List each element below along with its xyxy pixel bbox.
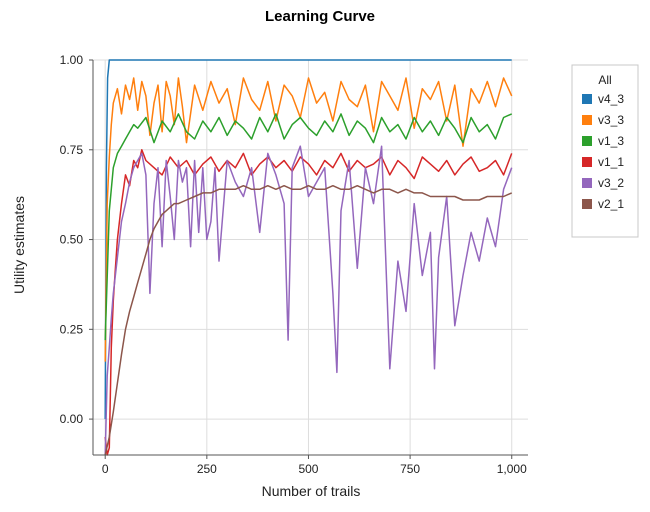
legend-swatch-v4_3 [582, 94, 592, 104]
y-tick-label: 1.00 [60, 53, 84, 67]
legend-label-v1_3: v1_3 [598, 134, 624, 148]
series-line-v3_3 [104, 77, 513, 362]
x-axis-label: Number of trails [262, 483, 361, 499]
legend-label-v2_1: v2_1 [598, 197, 624, 211]
legend: All v4_3 v3_3 v1_3 v1_1 v3_2 v2_1 [571, 64, 639, 238]
legend-items: v4_3 v3_3 v1_3 v1_1 v3_2 v2_1 [582, 92, 624, 211]
x-tick-label: 250 [197, 462, 217, 476]
series-line-v1_1 [104, 149, 513, 456]
y-tick-label: 0.00 [60, 412, 84, 426]
y-tick-label: 0.75 [60, 143, 84, 157]
x-tick-label: 750 [400, 462, 420, 476]
legend-label-v4_3: v4_3 [598, 92, 624, 106]
y-tick-labels: 0.00 0.25 0.50 0.75 1.00 [60, 53, 93, 426]
legend-title: All [598, 73, 611, 87]
series-line-v2_1 [104, 184, 513, 456]
x-tick-labels: 0 250 500 750 1,000 [102, 455, 527, 476]
chart-title: Learning Curve [265, 8, 375, 25]
plot-background [93, 60, 528, 455]
series-group [104, 59, 513, 456]
y-tick-label: 0.50 [60, 233, 84, 247]
legend-swatch-v1_3 [582, 136, 592, 146]
legend-swatch-v2_1 [582, 199, 592, 209]
legend-swatch-v1_1 [582, 157, 592, 167]
legend-label-v1_1: v1_1 [598, 155, 624, 169]
x-tick-label: 0 [102, 462, 109, 476]
legend-swatch-v3_3 [582, 115, 592, 125]
legend-swatch-v3_2 [582, 178, 592, 188]
y-axis-label: Utility estimates [11, 196, 27, 294]
plot-area [92, 59, 528, 456]
legend-box [571, 64, 639, 238]
x-tick-label: 1,000 [497, 462, 527, 476]
series-line-v3_2 [104, 145, 513, 456]
series-line-v1_3 [104, 113, 513, 341]
legend-label-v3_3: v3_3 [598, 113, 624, 127]
x-tick-label: 500 [298, 462, 318, 476]
legend-label-v3_2: v3_2 [598, 176, 624, 190]
y-tick-label: 0.25 [60, 322, 84, 336]
